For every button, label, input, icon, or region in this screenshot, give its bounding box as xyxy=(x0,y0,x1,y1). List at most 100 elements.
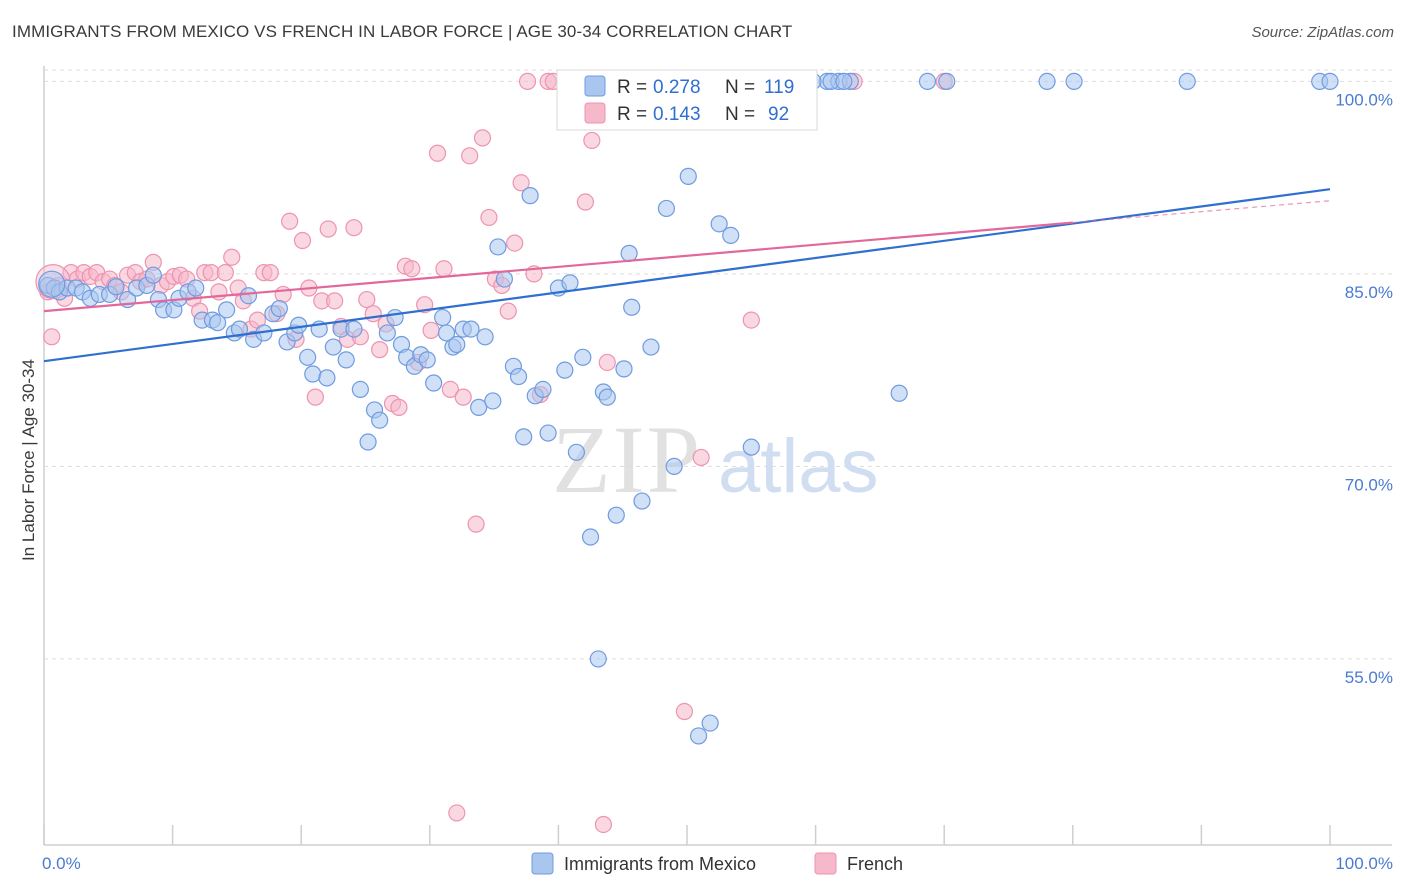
legend-r-label-1: R = xyxy=(617,77,647,98)
mexico-point-84 xyxy=(623,298,641,316)
mexico-point-103 xyxy=(938,72,956,91)
legend-r-value-1: 0.278 xyxy=(653,77,701,98)
mexico-point-66 xyxy=(509,367,528,386)
mexico-point-63 xyxy=(489,238,507,256)
mexico-point-67 xyxy=(515,428,533,446)
french-point-87 xyxy=(692,448,710,467)
mexico-point-90 xyxy=(689,727,708,745)
french-point-29 xyxy=(223,248,241,266)
legend-n-value-1: 119 xyxy=(764,77,794,98)
mexico-point-35 xyxy=(304,365,322,383)
mexico-point-104 xyxy=(1038,72,1056,91)
mexico-point-52 xyxy=(418,351,436,369)
watermark: ZIP atlas xyxy=(552,406,879,513)
tick-labels: 55.0% 70.0% 85.0% 100.0% 0.0% 100.0% xyxy=(42,90,1393,873)
legend-box: R = 0.278 N = 119 R = 0.143 N = 92 xyxy=(556,69,818,131)
french-point-45 xyxy=(326,292,344,310)
mexico-point-74 xyxy=(561,274,579,292)
french-point-40 xyxy=(293,231,312,250)
trend-lines xyxy=(43,188,1331,363)
french-point-86 xyxy=(598,353,616,372)
mexico-point-105 xyxy=(1065,72,1083,91)
mexico-point-71 xyxy=(539,424,557,442)
bottom-legend-swatch-french xyxy=(814,852,837,875)
french-point-35 xyxy=(261,264,279,282)
legend-swatch-french xyxy=(584,102,606,124)
french-point-60 xyxy=(422,321,440,339)
y-tick-label-0: 55.0% xyxy=(1345,668,1393,687)
mexico-point-80 xyxy=(598,388,616,406)
french-point-82 xyxy=(576,193,595,211)
french-point-73 xyxy=(506,234,524,252)
french-point-28 xyxy=(216,264,234,282)
mexico-point-120 xyxy=(1321,72,1339,91)
french-point-72 xyxy=(499,302,517,320)
mexico-point-33 xyxy=(290,316,308,334)
french-point-66 xyxy=(461,147,479,165)
bottom-legend-swatch-mexico xyxy=(531,852,554,875)
french-point-64 xyxy=(448,804,466,822)
mexico-point-46 xyxy=(378,324,396,342)
french-point-63 xyxy=(441,380,459,399)
mexico-point-43 xyxy=(359,433,377,451)
mexico-point-9 xyxy=(107,278,125,296)
mexico-point-22 xyxy=(209,314,227,332)
mexico-point-118 xyxy=(835,72,853,91)
y-tick-label-3: 100.0% xyxy=(1335,90,1393,109)
mexico-point-81 xyxy=(607,506,625,524)
mexico-point-101 xyxy=(890,384,908,402)
mexico-point-47 xyxy=(386,308,404,327)
french-point-85 xyxy=(594,815,613,834)
french-point-65 xyxy=(454,388,472,406)
mexico-point-54 xyxy=(434,308,452,327)
mexico-point-26 xyxy=(239,287,258,305)
french-point-74 xyxy=(512,174,530,192)
watermark-atlas: atlas xyxy=(718,424,879,509)
french-point-69 xyxy=(480,208,498,227)
chart-title: IMMIGRANTS FROM MEXICO VS FRENCH IN LABO… xyxy=(12,22,793,41)
series-mexico-points xyxy=(38,72,1339,745)
mexico-point-30 xyxy=(270,299,288,318)
mexico-point-25 xyxy=(230,320,249,338)
mexico-point-86 xyxy=(642,338,660,356)
mexico-point-19 xyxy=(187,279,205,297)
bottom-legend-label-french: French xyxy=(847,854,903,874)
mexico-point-57 xyxy=(448,335,466,354)
mexico-point-77 xyxy=(581,528,600,546)
mexico-point-42 xyxy=(351,380,369,399)
french-trend-extension xyxy=(1072,200,1331,224)
mexico-point-40 xyxy=(337,351,355,369)
legend-swatch-mexico xyxy=(584,75,606,97)
french-point-62 xyxy=(435,260,453,278)
mexico-point-75 xyxy=(567,443,586,461)
bottom-legend-label-mexico: Immigrants from Mexico xyxy=(564,854,756,874)
mexico-point-93 xyxy=(722,226,740,245)
x-tick-label-1: 100.0% xyxy=(1335,854,1393,873)
mexico-point-61 xyxy=(476,328,494,346)
french-point-88 xyxy=(675,702,694,721)
mexico-point-92 xyxy=(710,215,728,233)
mexico-point-55 xyxy=(437,324,456,342)
mexico-point-119 xyxy=(1178,72,1196,91)
mexico-point-88 xyxy=(665,457,683,476)
french-trend-line xyxy=(43,221,1073,313)
french-point-42 xyxy=(306,388,324,406)
mexico-point-70 xyxy=(534,380,552,399)
axes xyxy=(43,66,1392,846)
mexico-point-94 xyxy=(742,438,760,456)
mexico-point-34 xyxy=(299,348,317,366)
legend-n-label-1: N = xyxy=(725,77,755,98)
french-point-48 xyxy=(345,219,363,237)
mexico-point-87 xyxy=(657,199,676,218)
legend-n-value-2: 92 xyxy=(768,104,789,125)
mexico-point-53 xyxy=(425,374,443,392)
mexico-point-59 xyxy=(462,320,480,338)
french-point-51 xyxy=(364,305,382,323)
mexico-point-91 xyxy=(701,714,719,732)
mexico-point-78 xyxy=(589,650,607,668)
french-point-57 xyxy=(403,260,421,278)
french-point-55 xyxy=(390,398,408,416)
french-point-83 xyxy=(583,131,601,150)
french-point-50 xyxy=(358,290,376,309)
